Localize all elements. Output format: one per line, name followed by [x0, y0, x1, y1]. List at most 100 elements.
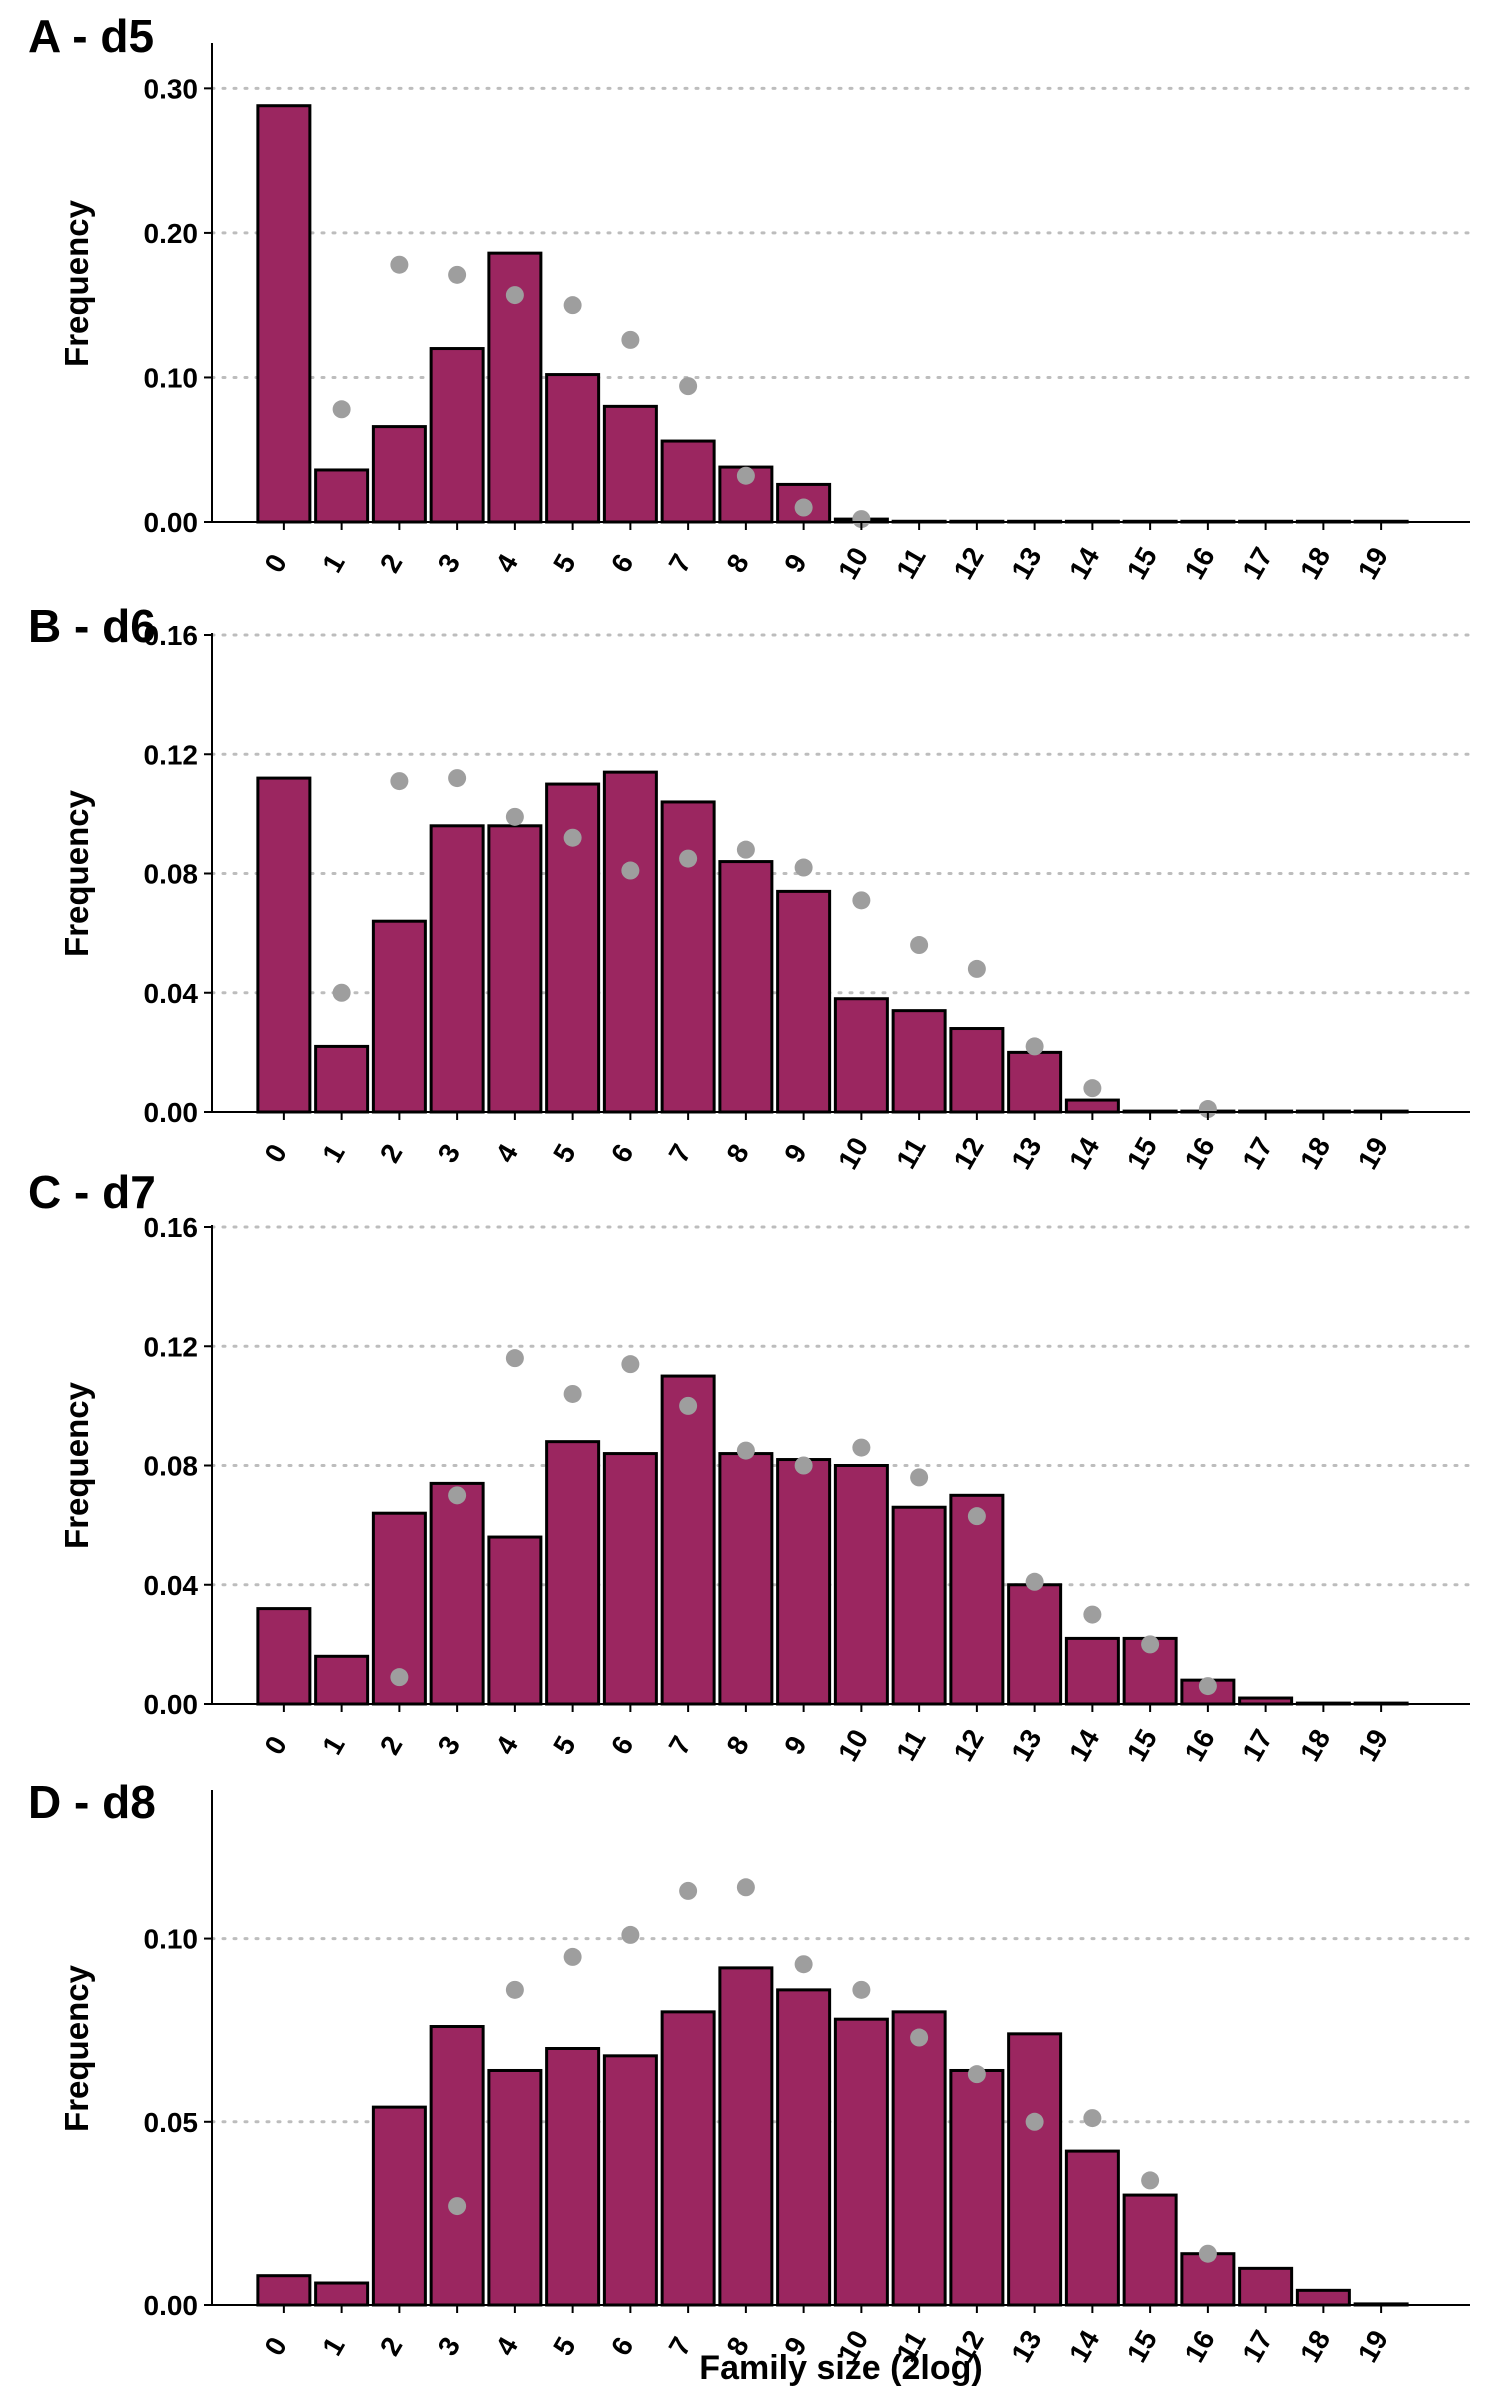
y-tick-label: 0.10	[144, 362, 199, 393]
x-tick-label: 6	[605, 1731, 640, 1760]
x-tick-label: 19	[1352, 2325, 1394, 2367]
bar	[256, 2274, 312, 2307]
x-tick-label: 1	[316, 549, 351, 578]
data-point	[1025, 1037, 1044, 1056]
y-tick-label: 0.16	[144, 620, 199, 651]
bar	[1007, 2032, 1063, 2307]
bar	[660, 2010, 716, 2307]
x-tick-label: 3	[432, 549, 467, 578]
data-point	[390, 255, 409, 274]
data-point	[1198, 1677, 1217, 1696]
x-tick-label: 6	[605, 549, 640, 578]
x-tick-label: 11	[890, 1133, 932, 1174]
data-point	[1083, 1079, 1102, 1098]
x-tick-label: 4	[489, 1730, 524, 1759]
data-point	[736, 1878, 755, 1897]
data-point	[910, 2028, 929, 2047]
bar	[256, 1607, 312, 1706]
x-tick-label: 13	[1005, 1132, 1047, 1174]
bar	[1295, 2288, 1351, 2307]
data-point	[967, 959, 986, 978]
panel-label: C - d7	[28, 1166, 156, 1218]
x-tick-label: 8	[720, 549, 755, 578]
x-tick-label: 16	[1178, 1132, 1220, 1174]
bar	[1064, 2149, 1120, 2307]
bar	[545, 2047, 601, 2307]
data-point	[1025, 1572, 1044, 1591]
bar	[891, 1505, 947, 1706]
data-point	[852, 1980, 871, 1999]
bar	[1064, 1636, 1120, 1706]
data-point	[505, 286, 524, 305]
x-tick-label: 13	[1005, 1724, 1047, 1766]
bar	[487, 824, 543, 1114]
y-axis-title: Frequency	[58, 1964, 95, 2132]
y-tick-label: 0.16	[144, 1212, 199, 1243]
bar	[429, 347, 485, 524]
x-tick-label: 2	[374, 2332, 409, 2361]
x-tick-label: 0	[258, 1139, 293, 1168]
x-tick-label: 18	[1294, 1724, 1336, 1766]
x-tick-label: 16	[1178, 542, 1220, 584]
x-tick-label: 1	[316, 1731, 351, 1760]
x-tick-label: 10	[832, 1132, 874, 1174]
y-tick-label: 0.20	[144, 218, 199, 249]
x-tick-label: 19	[1352, 542, 1394, 584]
bar	[718, 860, 774, 1114]
bar	[949, 1493, 1005, 1706]
data-point	[1025, 2112, 1044, 2131]
panel-label: D - d8	[28, 1776, 156, 1828]
y-axis-title: Frequency	[58, 789, 95, 957]
x-tick-label: 13	[1005, 2325, 1047, 2367]
x-tick-label: 12	[947, 1724, 989, 1766]
bar	[371, 425, 427, 524]
panel-b: 0.000.040.080.120.160 1 2 3 4 5 6 7 8 9 10 11 12 13 14…	[28, 600, 1472, 1174]
data-point	[505, 1980, 524, 1999]
panel-label: A - d5	[28, 10, 154, 62]
bar	[1122, 2193, 1178, 2307]
x-tick-label: 14	[1063, 2325, 1106, 2368]
x-tick-label: 11	[890, 543, 932, 584]
bar	[660, 439, 716, 524]
data-point	[332, 400, 351, 419]
x-tick-label: 5	[547, 549, 582, 578]
x-tick-label: 9	[778, 549, 813, 578]
bar	[602, 770, 658, 1114]
bar	[660, 800, 716, 1114]
data-point	[1141, 2171, 1160, 2190]
bar	[1064, 1098, 1120, 1114]
bar	[1238, 2266, 1294, 2307]
x-tick-label: 7	[663, 1139, 698, 1168]
x-tick-label: 9	[778, 1139, 813, 1168]
x-tick-label: 5	[547, 2332, 582, 2361]
bar	[602, 404, 658, 524]
y-tick-label: 0.08	[144, 1451, 199, 1482]
y-axis-title: Frequency	[58, 199, 95, 367]
x-axis-title: Family size (2log)	[699, 2349, 982, 2387]
bar	[833, 997, 889, 1114]
data-point	[505, 1349, 524, 1368]
data-point	[621, 1925, 640, 1944]
x-tick-label: 2	[374, 1139, 409, 1168]
data-point	[736, 840, 755, 859]
data-point	[390, 1668, 409, 1687]
bar	[314, 2281, 370, 2307]
y-tick-label: 0.10	[144, 1924, 199, 1955]
bar	[949, 2068, 1005, 2307]
x-tick-label: 4	[489, 1138, 524, 1167]
x-tick-label: 14	[1063, 1724, 1106, 1767]
x-tick-label: 18	[1294, 542, 1336, 584]
x-tick-label: 5	[547, 1731, 582, 1760]
x-tick-label: 15	[1121, 1132, 1163, 1174]
bar	[371, 2105, 427, 2307]
x-tick-label: 7	[663, 1731, 698, 1760]
bar	[891, 1009, 947, 1114]
bar	[371, 919, 427, 1114]
x-tick-label: 4	[489, 2331, 524, 2360]
x-tick-label: 5	[547, 1139, 582, 1168]
data-point	[679, 1881, 698, 1900]
x-tick-label: 0	[258, 549, 293, 578]
y-tick-label: 0.00	[144, 1097, 199, 1128]
data-point	[1198, 1100, 1217, 1119]
